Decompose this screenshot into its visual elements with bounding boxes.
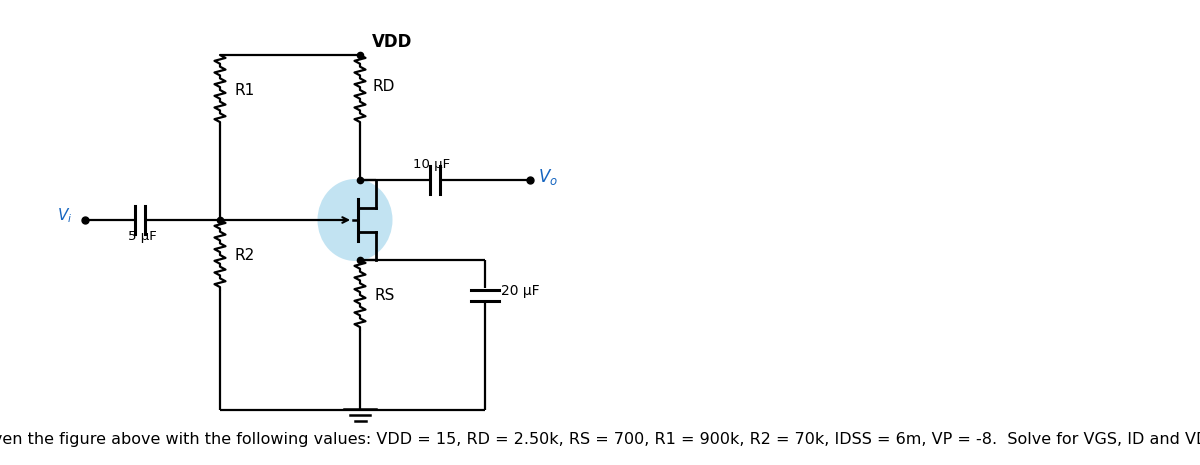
Text: $V_o$: $V_o$ <box>538 167 558 187</box>
Text: VDD: VDD <box>372 33 413 51</box>
Text: 20 μF: 20 μF <box>502 284 540 298</box>
Text: R2: R2 <box>234 247 254 263</box>
Text: RD: RD <box>372 79 395 94</box>
Text: 10 μF: 10 μF <box>413 158 450 171</box>
Ellipse shape <box>318 179 392 261</box>
Text: Given the figure above with the following values: VDD = 15, RD = 2.50k, RS = 700: Given the figure above with the followin… <box>0 432 1200 447</box>
Text: RS: RS <box>374 287 395 303</box>
Text: 5 μF: 5 μF <box>128 230 157 243</box>
Text: $V_i$: $V_i$ <box>58 206 72 226</box>
Text: R1: R1 <box>234 82 254 98</box>
